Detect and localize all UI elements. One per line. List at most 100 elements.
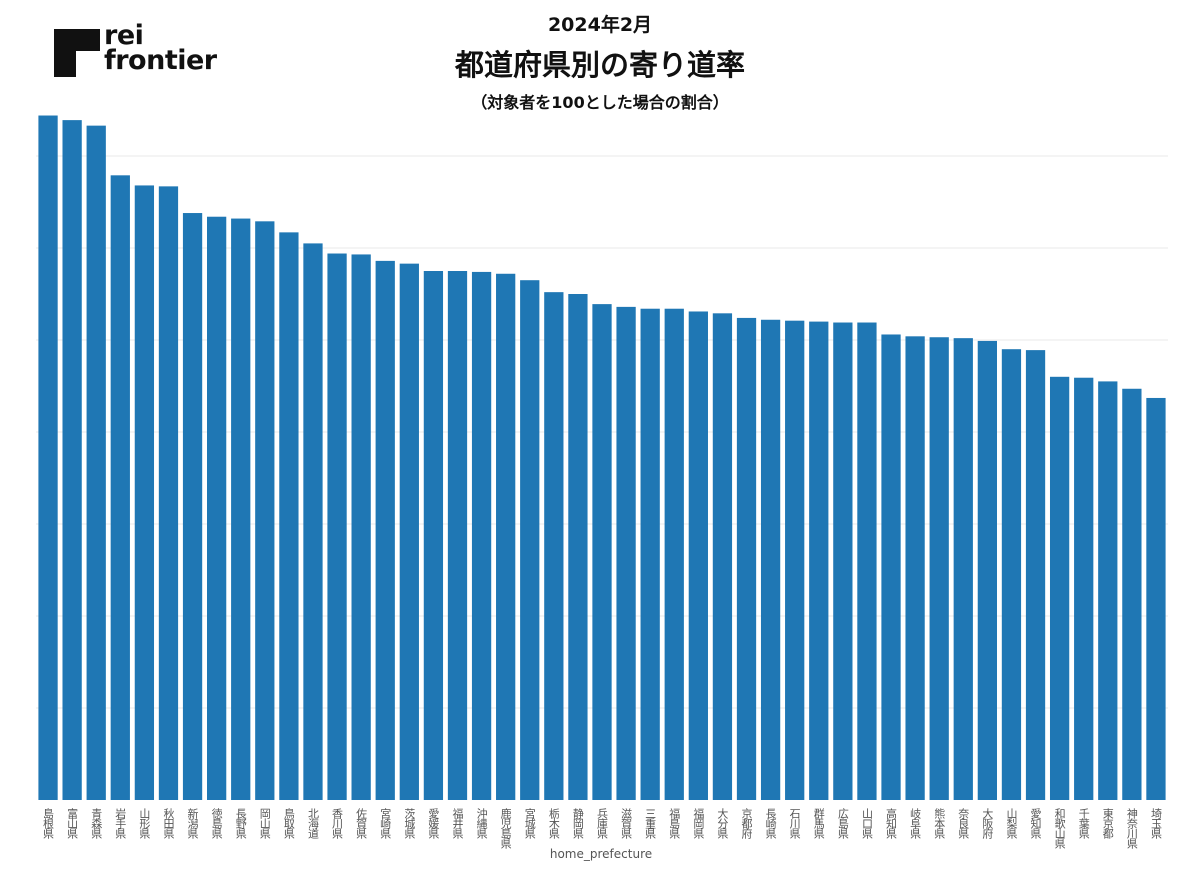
x-tick-label: 岐阜県 [909,808,922,840]
x-tick-label: 神奈川県 [1125,807,1138,850]
bar-5 [134,185,155,800]
bar-15 [375,260,395,800]
rei-frontier-logo-mark-icon [54,29,100,77]
x-tick-label: 千葉県 [1077,808,1090,840]
bar-25 [616,306,636,800]
bar-34 [833,322,853,800]
chart-subtitle: （対象者を100とした場合の割合） [471,93,729,112]
bar-4 [110,175,130,800]
x-tick-label: 山梨県 [1005,808,1018,840]
brand-wordmark: rei frontier [104,20,217,76]
bar-26 [640,308,660,800]
x-tick-label: 三重県 [644,808,657,840]
x-tick-label: 埼玉県 [1149,807,1162,840]
x-tick-label: 兵庫県 [596,808,609,840]
bar-33 [809,321,829,800]
bar-31 [760,319,781,800]
x-tick-label: 長野県 [234,808,247,840]
bar-35 [857,322,877,800]
x-tick-label: 香川県 [331,808,344,840]
bar-16 [399,263,419,800]
bar-1 [38,115,58,800]
x-tick-label: 愛媛県 [427,808,440,840]
x-tick-label: 山口県 [860,808,873,840]
x-tick-label: 広島県 [836,808,849,840]
bar-38 [929,337,949,800]
bar-40 [977,340,997,800]
x-tick-label: 福井県 [451,807,464,840]
bar-17 [423,271,444,800]
bar-10 [255,221,275,800]
x-tick-label: 鳥取県 [282,807,295,840]
bar-11 [279,232,299,801]
bar-42 [1025,350,1046,800]
bar-44 [1074,377,1094,800]
bar-19 [471,271,492,800]
bar-13 [327,253,347,800]
bar-2 [62,120,82,801]
bar-20 [496,273,516,800]
bar-45 [1098,381,1118,800]
bar-9 [231,218,251,800]
bar-8 [207,216,227,801]
brand-logo: rei frontier [54,22,224,79]
x-tick-label: 新潟県 [186,807,199,840]
bar-3 [86,125,106,800]
x-axis-label: home_prefecture [550,847,652,861]
x-tick-label: 北海道 [306,808,319,839]
bar-23 [568,294,588,800]
bar-22 [544,292,564,800]
x-tick-label: 愛知県 [1029,808,1042,840]
logo-line-2: frontier [104,45,217,76]
x-tick-label: 青森県 [90,808,103,840]
logo-line-1: rei [104,20,144,51]
bar-43 [1049,376,1070,800]
x-tick-label: 島根県 [42,807,55,840]
x-tick-label: 大分県 [716,807,729,840]
x-tick-label: 福島県 [668,807,681,840]
x-tick-label: 鹿児島県 [499,807,512,850]
x-tick-label: 高知県 [885,807,898,840]
bar-18 [447,271,468,800]
bar-37 [905,336,925,800]
x-tick-label: 岡山県 [258,808,271,840]
x-tick-label: 大阪府 [981,807,994,840]
x-tick-label: 秋田県 [162,807,175,840]
x-tick-label: 石川県 [788,808,801,840]
chart-date: 2024年2月 [547,14,653,36]
bar-39 [953,338,973,800]
x-tick-label: 岩手県 [114,807,127,840]
bar-28 [688,311,708,800]
bar-36 [881,334,901,800]
bar-30 [736,317,757,800]
x-tick-label: 京都府 [740,807,753,840]
bars [38,115,1166,801]
x-tick-label: 東京都 [1101,808,1114,839]
chart-title: 都道府県別の寄り道率 [454,48,745,82]
bar-7 [182,213,203,801]
x-tick-label: 沖縄県 [475,808,488,840]
bar-24 [592,304,612,800]
x-tick-label: 静岡県 [571,807,584,840]
x-tick-label: 富山県 [66,807,79,840]
x-tick-label: 熊本県 [933,807,946,840]
x-tick-label: 栃木県 [547,807,560,840]
bar-14 [351,254,371,800]
bar-21 [520,280,540,800]
bar-41 [1001,349,1022,800]
bar-46 [1122,388,1142,800]
bar-6 [158,186,179,801]
x-tick-label: 滋賀県 [620,808,633,840]
x-tick-label: 佐賀県 [355,807,368,840]
x-tick-label: 山形県 [138,808,151,840]
x-tick-label: 茨城県 [403,807,416,840]
x-tick-labels: 島根県 富山県 青森県 岩手県 山形県 秋田県 新潟県 徳島県 長野県 岡山県 鳥取県 北海道 香川県佐… [42,807,1163,850]
bar-29 [712,313,733,800]
bar-12 [303,243,323,800]
x-tick-label: 和歌山県 [1053,808,1066,850]
x-tick-label: 長崎県 [764,808,777,840]
x-tick-label: 徳島県 [210,808,223,840]
x-tick-label: 宮城県 [523,807,536,840]
x-tick-label: 群馬県 [812,807,825,840]
